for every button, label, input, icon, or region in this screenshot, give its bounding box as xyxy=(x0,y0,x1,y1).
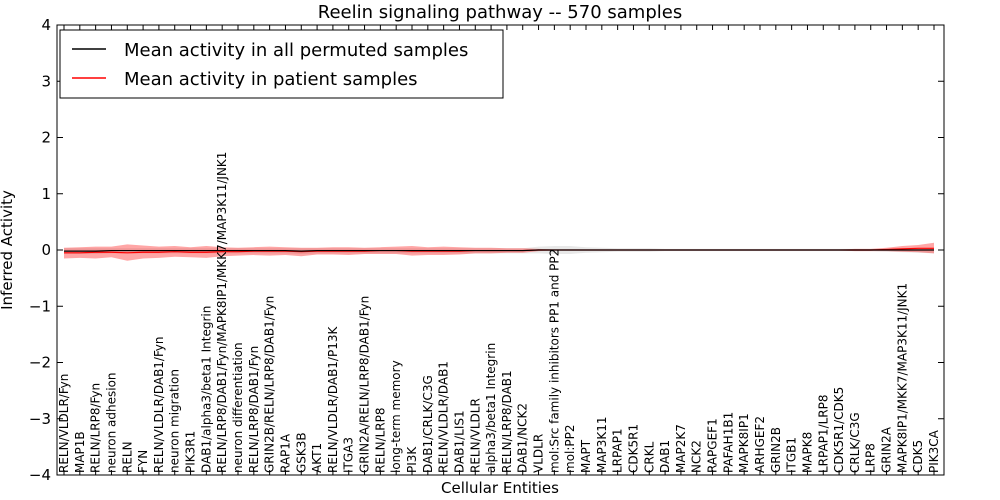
x-tick-label: MAPT xyxy=(579,439,593,473)
x-tick-label: DAB1/alpha3/beta1 Integrin xyxy=(199,306,213,473)
x-tick-label: NCK2 xyxy=(690,440,704,473)
x-tick-label: CRKL xyxy=(642,441,656,473)
x-tick-label: CRLK/C3G xyxy=(848,412,862,473)
y-tick-label: −3 xyxy=(29,410,51,428)
x-tick-label: neuron differentiation xyxy=(231,342,245,473)
y-tick-label: 2 xyxy=(41,129,51,147)
x-tick-label: PAFAH1B1 xyxy=(721,412,735,473)
x-tick-label: mol:PP2 xyxy=(563,424,577,473)
x-tick-label: LRPAP1 xyxy=(611,428,625,473)
x-tick-label: RELN/LRP8/DAB1/Fyn/MAPK8IP1/MKK7/MAP3K11… xyxy=(215,152,229,473)
x-tick-label: DAB1/NCK2 xyxy=(516,403,530,473)
x-tick-label: VLDLR xyxy=(532,434,546,473)
x-tick-label: RELN/LRP8/DAB1/Fyn xyxy=(247,346,261,473)
x-tick-label: MAP1B xyxy=(73,431,87,473)
legend-label-permuted: Mean activity in all permuted samples xyxy=(124,40,468,61)
y-tick-label: 0 xyxy=(41,241,51,259)
x-tick-label: MAPK8 xyxy=(800,432,814,473)
x-tick-label: RELN xyxy=(120,441,134,473)
x-tick-label: LRP8 xyxy=(864,443,878,473)
x-tick-label: RELN/VLDLR/DAB1/P13K xyxy=(326,326,340,473)
x-tick-label: alpha3/beta1 Integrin xyxy=(484,343,498,473)
y-tick-label: 4 xyxy=(41,16,51,34)
x-tick-label: RAP1A xyxy=(278,433,292,473)
x-tick-label: MAPK8IP1/MKK7/MAP3K11/JNK1 xyxy=(895,283,909,473)
x-tick-label: neuron migration xyxy=(168,369,182,473)
x-tick-label: RELN/VLDLR xyxy=(468,398,482,473)
x-tick-label: PI3K xyxy=(405,446,419,473)
x-tick-label: PIK3R1 xyxy=(184,431,198,473)
series-lines xyxy=(64,247,934,254)
y-tick-label: 1 xyxy=(41,185,51,203)
x-tick-label: MAP2K7 xyxy=(674,424,688,473)
x-axis-label: Cellular Entities xyxy=(441,479,559,497)
x-tick-label: RELN/LRP8/Fyn xyxy=(89,383,103,473)
legend: Mean activity in all permuted samples Me… xyxy=(59,29,504,99)
x-tick-label: FYN xyxy=(136,450,150,473)
x-tick-label: RELN/VLDLR/DAB1/Fyn xyxy=(152,337,166,473)
legend-label-patient: Mean activity in patient samples xyxy=(124,69,418,90)
x-tick-label: PIK3CA xyxy=(927,429,941,473)
x-tick-label: CDK5 xyxy=(911,440,925,473)
band-series-1 xyxy=(64,242,934,261)
x-tick-label: RELN/VLDLR/Fyn xyxy=(57,374,71,473)
x-tick-label: GRIN2A xyxy=(880,426,894,473)
x-tick-label: GRIN2B/RELN/LRP8/DAB1/Fyn xyxy=(263,296,277,473)
legend-box xyxy=(59,29,504,99)
series-line-0 xyxy=(64,249,934,252)
x-tick-label: MAP3K11 xyxy=(595,416,609,473)
x-tick-label: ARHGEF2 xyxy=(753,416,767,473)
x-tick-label: RAPGEF1 xyxy=(706,418,720,473)
chart-title: Reelin signaling pathway -- 570 samples xyxy=(318,2,682,23)
x-tick-label: AKT1 xyxy=(310,443,324,473)
x-tick-label: DAB1/CRLK/C3G xyxy=(421,375,435,473)
y-axis-label: Inferred Activity xyxy=(0,190,16,310)
x-tick-label: RELN/LRP8 xyxy=(373,407,387,473)
x-tick-label: RELN/LRP8/DAB1 xyxy=(500,370,514,473)
y-tick-label: −2 xyxy=(29,354,51,372)
y-tick-label: −1 xyxy=(29,297,51,315)
x-tick-label: mol:Src family inhibitors PP1 and PP2 xyxy=(547,249,561,473)
x-tick-label: ITGA3 xyxy=(342,437,356,473)
x-tick-label: RELN/VLDLR/DAB1 xyxy=(437,361,451,473)
x-tick-label: DAB1 xyxy=(658,440,672,473)
x-tick-label: LRPAP1/LRP8 xyxy=(816,394,830,473)
x-tick-label: GRIN2B xyxy=(769,427,783,473)
x-tick-label: CDK5R1 xyxy=(626,424,640,473)
x-tick-label: CDK5R1/CDK5 xyxy=(832,387,846,473)
x-tick-label: long-term memory xyxy=(389,360,403,473)
x-tick-label: neuron adhesion xyxy=(104,372,118,473)
x-tick-label: ITGB1 xyxy=(785,437,799,473)
x-tick-labels: RELN/VLDLR/Fyn MAP1B RELN/LRP8/Fyn neuron a… xyxy=(57,25,941,475)
x-tick-label: GSK3B xyxy=(294,432,308,473)
y-tick-label: 3 xyxy=(41,72,51,90)
y-tick-label: −4 xyxy=(29,466,51,484)
plot-frame xyxy=(56,24,945,476)
x-tick-label: GRIN2A/RELN/LRP8/DAB1/Fyn xyxy=(358,296,372,473)
x-tick-label: DAB1/LIS1 xyxy=(452,410,466,473)
x-tick-label: MAPK8IP1 xyxy=(737,413,751,473)
y-ticks: 4 3 2 1 0 −1 −2 −3 −4 xyxy=(29,16,944,484)
